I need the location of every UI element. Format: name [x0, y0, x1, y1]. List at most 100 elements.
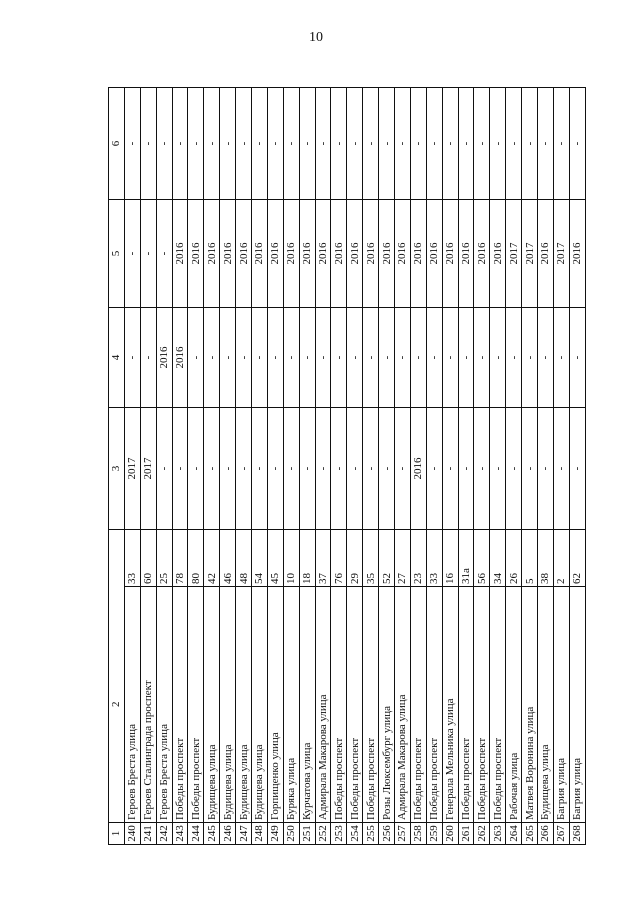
street-name: Победы проспект: [473, 586, 490, 823]
street-name: Генерала Мельника улица: [442, 586, 459, 823]
col6-value: -: [537, 87, 554, 200]
col3-year: -: [553, 407, 570, 530]
row-number: 255: [362, 822, 379, 845]
house-number: 62: [569, 529, 586, 587]
house-number: 60: [140, 529, 157, 587]
col4-year: -: [267, 307, 284, 408]
col5-year: 2016: [187, 199, 204, 308]
col3-year: -: [505, 407, 522, 530]
col5-year: 2016: [489, 199, 506, 308]
page-number: 10: [309, 30, 323, 45]
table-row: 259 Победы проспект 33- -2016-: [426, 87, 443, 845]
col5-year: 2016: [442, 199, 459, 308]
house-number: 33: [426, 529, 443, 587]
street-name: Победы проспект: [187, 586, 204, 823]
row-number: 243: [172, 822, 188, 845]
col3-year: -: [489, 407, 506, 530]
row-number: 242: [156, 822, 173, 845]
col5-year: 2016: [330, 199, 347, 308]
col6-value: -: [140, 87, 157, 200]
table-row: 241 Героев Сталинграда проспект 60 2017- - -: [140, 87, 157, 845]
col5-year: 2016: [362, 199, 379, 308]
street-name: Будищева улица: [251, 586, 268, 823]
street-name: Рабочая улица: [505, 586, 522, 823]
row-number: 265: [521, 822, 538, 845]
col3-year: 2017: [140, 407, 157, 530]
table-row: 246 Будищева улица 46- -2016-: [219, 87, 236, 845]
house-number: 10: [283, 529, 300, 587]
house-number: 45: [267, 529, 284, 587]
row-number: 268: [569, 822, 586, 845]
house-number: 27: [394, 529, 411, 587]
col3-year: -: [458, 407, 474, 530]
col5-year: 2016: [235, 199, 252, 308]
street-name: Героев Бреста улица: [156, 586, 173, 823]
row-number: 263: [489, 822, 506, 845]
col5-year: 2016: [251, 199, 268, 308]
row-number: 262: [473, 822, 490, 845]
row-number: 249: [267, 822, 284, 845]
col4-year: -: [235, 307, 252, 408]
street-name: Героев Сталинграда проспект: [140, 586, 157, 823]
col4-year: -: [553, 307, 570, 408]
col4-year: -: [283, 307, 300, 408]
col5-year: 2016: [203, 199, 220, 308]
street-name: Победы проспект: [410, 586, 427, 823]
house-number: 35: [362, 529, 379, 587]
col3-year: -: [187, 407, 204, 530]
col6-value: -: [569, 87, 586, 200]
row-number: 258: [410, 822, 427, 845]
street-name: Горпищенко улица: [267, 586, 284, 823]
col5-year: 2016: [394, 199, 411, 308]
col4-year: 2016: [172, 307, 188, 408]
table-row: 261 Победы проспект 31а - -2016-: [458, 87, 474, 845]
house-number: 80: [187, 529, 204, 587]
rotated-table-container: 1 2 3 4 5 6 240 Героев Бреста улица 33 2017- - -241…: [108, 87, 586, 845]
row-number: 240: [124, 822, 141, 845]
col4-year: -: [140, 307, 157, 408]
column-header: 6: [108, 87, 125, 200]
col3-year: -: [537, 407, 554, 530]
table-row: 254 Победы проспект 29- -2016-: [346, 87, 363, 845]
col3-year: -: [442, 407, 459, 530]
street-name: Будищева улица: [235, 586, 252, 823]
data-table: 1 2 3 4 5 6 240 Героев Бреста улица 33 2017- - -241…: [108, 87, 586, 845]
row-number: 266: [537, 822, 554, 845]
table-row: 242 Героев Бреста улица 25-2016- -: [156, 87, 173, 845]
col5-year: 2016: [410, 199, 427, 308]
col6-value: -: [187, 87, 204, 200]
col6-value: -: [283, 87, 300, 200]
table-row: 262 Победы проспект 56- -2016-: [473, 87, 490, 845]
table-row: 267 Багрия улица 2- -2017-: [553, 87, 570, 845]
col6-value: -: [473, 87, 490, 200]
col6-value: -: [315, 87, 331, 200]
col6-value: -: [410, 87, 427, 200]
table-row: 268 Багрия улица 62- -2016-: [569, 87, 586, 845]
col3-year: -: [219, 407, 236, 530]
col3-year: -: [362, 407, 379, 530]
house-number: 29: [346, 529, 363, 587]
col4-year: -: [394, 307, 411, 408]
col4-year: -: [124, 307, 141, 408]
row-number: 252: [315, 822, 331, 845]
col3-year: -: [299, 407, 316, 530]
street-name: Розы Люксембург улица: [378, 586, 395, 823]
street-name: Победы проспект: [172, 586, 188, 823]
col6-value: -: [553, 87, 570, 200]
column-header: 2: [108, 586, 125, 823]
column-header: 1: [108, 822, 125, 845]
table-row: 257 Адмирала Макарова улица 27- -2016-: [394, 87, 411, 845]
col3-year: -: [346, 407, 363, 530]
house-number: 56: [473, 529, 490, 587]
col4-year: -: [203, 307, 220, 408]
col6-value: -: [378, 87, 395, 200]
col4-year: 2016: [156, 307, 173, 408]
street-name: Будищева улица: [219, 586, 236, 823]
col5-year: 2017: [505, 199, 522, 308]
col4-year: -: [458, 307, 474, 408]
col4-year: -: [521, 307, 538, 408]
col3-year: -: [172, 407, 188, 530]
col3-year: 2017: [124, 407, 141, 530]
street-name: Победы проспект: [330, 586, 347, 823]
